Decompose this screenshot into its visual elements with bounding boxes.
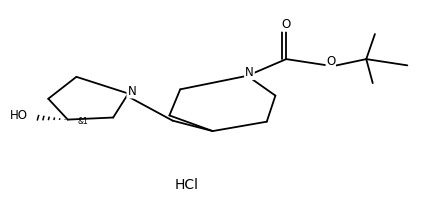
Text: N: N xyxy=(245,66,254,79)
Text: HCl: HCl xyxy=(175,178,199,192)
Text: O: O xyxy=(282,18,291,31)
Text: HO: HO xyxy=(10,109,27,122)
Text: N: N xyxy=(128,84,136,97)
Text: O: O xyxy=(326,55,335,68)
Text: &1: &1 xyxy=(77,117,88,126)
